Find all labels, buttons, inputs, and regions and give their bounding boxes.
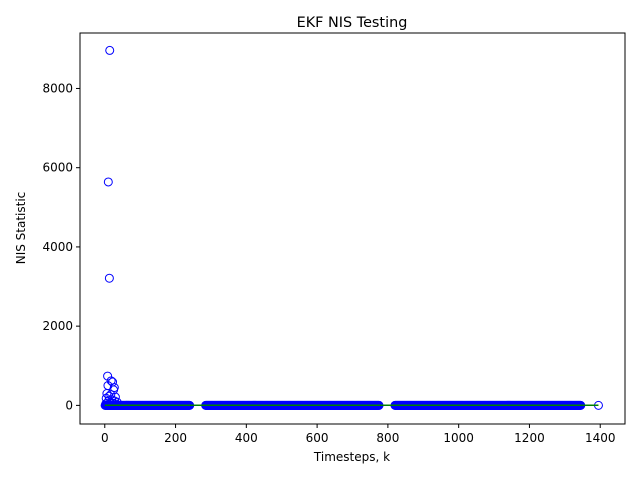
data-point — [103, 177, 113, 187]
y-tick-label: 8000 — [42, 81, 73, 95]
data-point — [112, 397, 122, 407]
y-tick-label: 4000 — [42, 240, 73, 254]
data-point — [105, 45, 115, 55]
data-point — [102, 389, 112, 398]
x-tick-label: 200 — [164, 431, 187, 445]
y-tick-label: 0 — [65, 398, 73, 412]
x-tick-label: 400 — [235, 431, 258, 445]
chart-title: EKF NIS Testing — [297, 15, 408, 31]
y-tick-label: 6000 — [42, 161, 73, 175]
data-point — [101, 399, 111, 409]
data-point — [105, 398, 115, 408]
y-axis-label: NIS Statistic — [14, 192, 28, 265]
x-tick-label: 1200 — [514, 431, 545, 445]
data-point — [104, 273, 114, 283]
x-axis-label: Timesteps, k — [313, 450, 390, 464]
x-tick-label: 800 — [376, 431, 399, 445]
x-tick-label: 600 — [306, 431, 329, 445]
x-axis-ticks: 0 200 400 600 800 1000 1200 1400 — [101, 424, 616, 445]
x-tick-label: 1000 — [443, 431, 474, 445]
y-tick-label: 2000 — [42, 319, 73, 333]
plot-area-frame — [79, 32, 626, 425]
x-tick-label: 1400 — [585, 431, 616, 445]
y-axis-ticks: 0 2000 4000 6000 8000 — [42, 81, 80, 412]
x-tick-label: 0 — [101, 431, 109, 445]
data-point — [108, 398, 118, 408]
data-points — [100, 45, 603, 410]
